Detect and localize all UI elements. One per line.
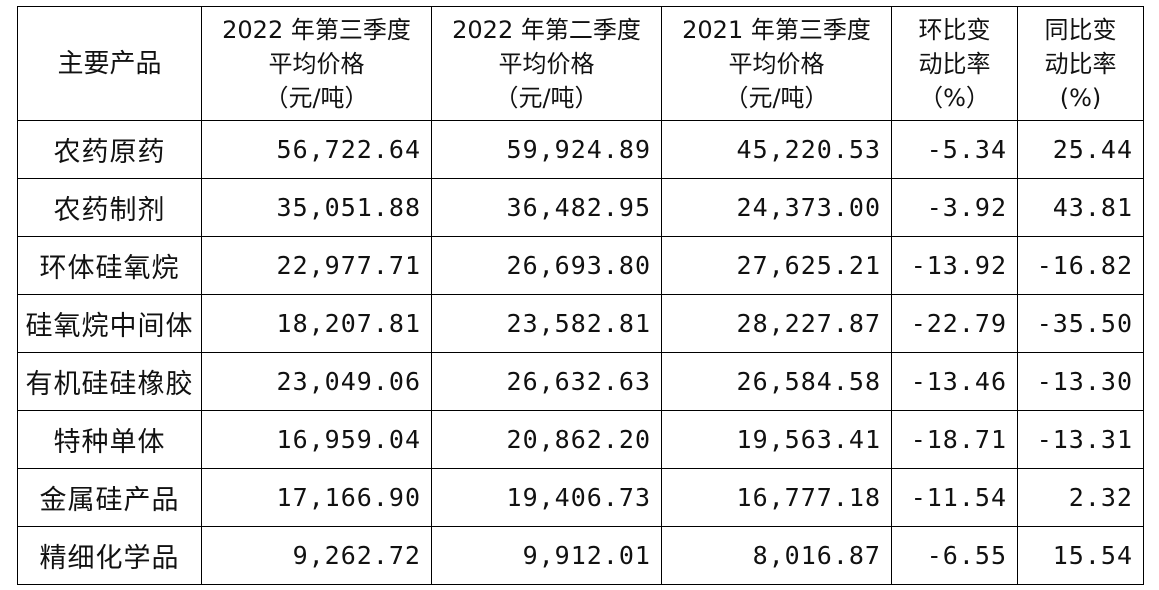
header-line: 平均价格: [728, 49, 825, 78]
table-row: 农药制剂 35,051.88 36,482.95 24,373.00 -3.92…: [17, 178, 1144, 237]
q3-2021-price: 28,227.87: [661, 294, 892, 353]
table-row: 有机硅硅橡胶 23,049.06 26,632.63 26,584.58 -13…: [17, 352, 1144, 411]
q3-2022-price: 17,166.90: [201, 468, 432, 527]
q3-2021-price: 26,584.58: [661, 352, 892, 411]
q2-2022-price: 59,924.89: [431, 120, 662, 179]
qoq-change: -3.92: [891, 178, 1018, 237]
table-row: 特种单体 16,959.04 20,862.20 19,563.41 -18.7…: [17, 410, 1144, 469]
q3-2022-price: 23,049.06: [201, 352, 432, 411]
q3-2022-price: 16,959.04: [201, 410, 432, 469]
header-qoq-change: 环比变 动比率 （%）: [891, 6, 1018, 121]
table-row: 金属硅产品 17,166.90 19,406.73 16,777.18 -11.…: [17, 468, 1144, 527]
product-name: 有机硅硅橡胶: [17, 352, 202, 411]
header-q3-2021-price: 2021 年第三季度 平均价格 （元/吨）: [661, 6, 892, 121]
table-row: 环体硅氧烷 22,977.71 26,693.80 27,625.21 -13.…: [17, 236, 1144, 295]
header-yoy-change: 同比变 动比率 (%): [1017, 6, 1144, 121]
product-name: 特种单体: [17, 410, 202, 469]
header-line: (%): [1059, 83, 1102, 112]
table-row: 精细化学品 9,262.72 9,912.01 8,016.87 -6.55 1…: [17, 526, 1144, 585]
header-line: 2022 年第三季度: [222, 15, 411, 44]
q3-2022-price: 22,977.71: [201, 236, 432, 295]
q2-2022-price: 26,632.63: [431, 352, 662, 411]
yoy-change: 25.44: [1017, 120, 1144, 179]
header-product: 主要产品: [17, 6, 202, 121]
qoq-change: -11.54: [891, 468, 1018, 527]
qoq-change: -13.46: [891, 352, 1018, 411]
table-body: 农药原药 56,722.64 59,924.89 45,220.53 -5.34…: [17, 120, 1144, 585]
product-name: 硅氧烷中间体: [17, 294, 202, 353]
q3-2022-price: 56,722.64: [201, 120, 432, 179]
table-header-row: 主要产品 2022 年第三季度 平均价格 （元/吨） 2022 年第二季度 平均…: [17, 6, 1144, 121]
yoy-change: -13.30: [1017, 352, 1144, 411]
product-name: 精细化学品: [17, 526, 202, 585]
yoy-change: 43.81: [1017, 178, 1144, 237]
q2-2022-price: 23,582.81: [431, 294, 662, 353]
table-row: 农药原药 56,722.64 59,924.89 45,220.53 -5.34…: [17, 120, 1144, 179]
qoq-change: -13.92: [891, 236, 1018, 295]
yoy-change: -13.31: [1017, 410, 1144, 469]
header-product-label: 主要产品: [57, 48, 162, 79]
q2-2022-price: 9,912.01: [431, 526, 662, 585]
product-price-table: 主要产品 2022 年第三季度 平均价格 （元/吨） 2022 年第二季度 平均…: [17, 6, 1144, 585]
yoy-change: 2.32: [1017, 468, 1144, 527]
q2-2022-price: 19,406.73: [431, 468, 662, 527]
q2-2022-price: 20,862.20: [431, 410, 662, 469]
product-name: 农药制剂: [17, 178, 202, 237]
header-line: （元/吨）: [724, 83, 829, 112]
q3-2021-price: 24,373.00: [661, 178, 892, 237]
product-name: 农药原药: [17, 120, 202, 179]
header-line: （元/吨）: [264, 83, 369, 112]
qoq-change: -18.71: [891, 410, 1018, 469]
header-line: 2021 年第三季度: [682, 15, 871, 44]
yoy-change: 15.54: [1017, 526, 1144, 585]
q3-2021-price: 27,625.21: [661, 236, 892, 295]
yoy-change: -35.50: [1017, 294, 1144, 353]
q3-2021-price: 19,563.41: [661, 410, 892, 469]
q2-2022-price: 26,693.80: [431, 236, 662, 295]
qoq-change: -22.79: [891, 294, 1018, 353]
q3-2022-price: 9,262.72: [201, 526, 432, 585]
q3-2021-price: 16,777.18: [661, 468, 892, 527]
header-line: （%）: [919, 83, 990, 112]
header-line: 动比率: [918, 49, 991, 78]
header-line: 环比变: [918, 15, 991, 44]
header-line: 平均价格: [268, 49, 365, 78]
price-table-container: 主要产品 2022 年第三季度 平均价格 （元/吨） 2022 年第二季度 平均…: [17, 6, 1144, 585]
q3-2022-price: 35,051.88: [201, 178, 432, 237]
header-line: 平均价格: [498, 49, 595, 78]
header-line: 同比变: [1044, 15, 1117, 44]
q3-2021-price: 45,220.53: [661, 120, 892, 179]
product-name: 金属硅产品: [17, 468, 202, 527]
header-line: 2022 年第二季度: [452, 15, 641, 44]
q3-2022-price: 18,207.81: [201, 294, 432, 353]
header-q3-2022-price: 2022 年第三季度 平均价格 （元/吨）: [201, 6, 432, 121]
header-line: 动比率: [1044, 49, 1117, 78]
qoq-change: -5.34: [891, 120, 1018, 179]
qoq-change: -6.55: [891, 526, 1018, 585]
table-row: 硅氧烷中间体 18,207.81 23,582.81 28,227.87 -22…: [17, 294, 1144, 353]
yoy-change: -16.82: [1017, 236, 1144, 295]
header-line: （元/吨）: [494, 83, 599, 112]
product-name: 环体硅氧烷: [17, 236, 202, 295]
header-q2-2022-price: 2022 年第二季度 平均价格 （元/吨）: [431, 6, 662, 121]
q2-2022-price: 36,482.95: [431, 178, 662, 237]
q3-2021-price: 8,016.87: [661, 526, 892, 585]
